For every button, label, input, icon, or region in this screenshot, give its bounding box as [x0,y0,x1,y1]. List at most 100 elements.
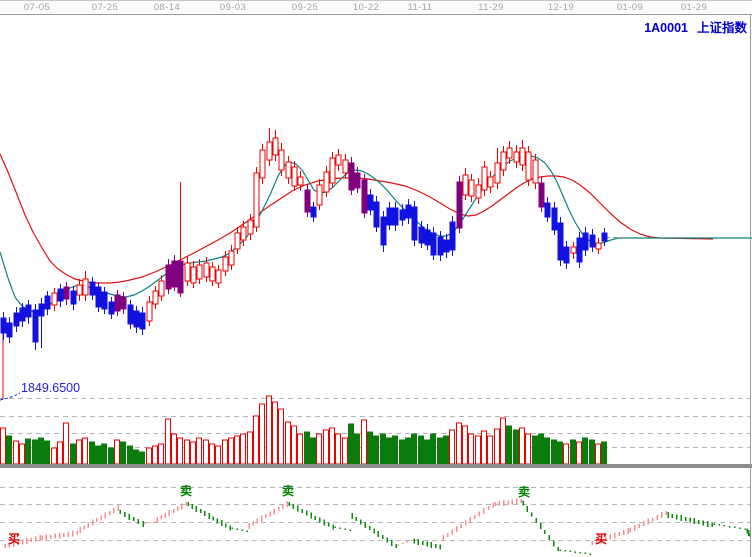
indicator-tick [656,514,658,520]
volume-bar [532,435,538,465]
volume-bar [297,433,303,465]
volume-bar [595,443,601,465]
indicator-tick [50,534,52,539]
candle [582,232,589,251]
indicator-tick [113,507,115,513]
indicator-tick [638,523,640,528]
indicator-tick [439,544,441,550]
volume-bar [449,429,455,465]
indicator-tick [465,520,467,526]
indicator-tick [364,522,366,528]
candle [38,303,45,317]
candle [272,137,279,156]
indicator-tick [671,514,674,518]
volume-bar [348,423,354,465]
candle [576,237,583,263]
indicator-tick [195,505,198,512]
axis-date-label: 11-29 [478,2,504,13]
candle [316,184,323,206]
axis-date-label: 09-03 [219,2,247,13]
indicator-tick [613,532,616,539]
indicator-tick [34,536,37,542]
volume-bar [253,415,259,465]
indicator-tick [702,520,704,526]
volume-bar [354,433,360,465]
candle [430,232,437,256]
candle [494,162,501,184]
volume-bar [386,437,392,465]
indicator-dot [718,524,720,526]
volume-divider [0,464,752,468]
candle [354,172,361,189]
indicator-tick [511,499,514,505]
indicator-tick [191,503,193,509]
indicator-tick [76,531,78,535]
candle [411,206,418,241]
indicator-tick [301,508,303,513]
indicator-tick [474,515,476,519]
volume-bar [456,422,462,465]
volume-bar [203,439,209,465]
candle [247,219,254,235]
candle [95,286,102,308]
indicator-tick [455,526,458,532]
indicator-tick [395,544,397,548]
indicator-tick [520,499,522,503]
volume-bar [494,428,500,465]
indicator-dot [339,527,341,529]
candle [108,301,115,315]
volume-bar [190,441,196,465]
indicator-tick [706,521,709,527]
indicator-dot [559,549,561,551]
indicator-tick [26,538,28,544]
volume-bar [487,435,493,465]
indicator-tick [212,516,214,521]
indicator-tick [746,528,748,534]
indicator-line-tail [0,392,21,401]
volume-bar [589,439,595,465]
indicator-dot [401,542,404,545]
indicator-tick [282,503,284,509]
candle [449,221,456,251]
indicator-tick [286,501,288,507]
volume-bar [247,431,253,465]
volume-bar [538,433,544,465]
candle [557,222,564,261]
axis-date-label: 09-25 [291,2,319,13]
candle [57,288,64,302]
candle [127,304,134,325]
volume-bar [525,433,531,465]
candle [184,262,191,282]
indicator-tick [382,535,384,539]
indicator-tick [711,523,713,527]
indicator-dot [713,523,715,525]
indicator-tick [13,541,15,547]
candle [190,266,197,284]
volume-bar [234,435,240,465]
indicator-tick [220,520,223,527]
volume-bar [114,439,120,465]
indicator-tick [96,518,98,523]
volume-bar [228,437,234,465]
volume-bar [57,441,63,465]
volume-bar [291,425,297,465]
indicator-tick [460,524,462,528]
indicator-tick [629,527,631,533]
candle [418,226,425,244]
indicator-tick [305,510,308,516]
indicator-tick [30,538,33,542]
indicator-tick [526,505,529,512]
symbol-name: 上证指数 [696,21,747,35]
volume-bars [0,395,607,465]
sell-signal-label: 卖 [179,484,193,498]
indicator-tick [604,536,607,541]
volume-bar [475,435,481,465]
indicator-tick [434,544,437,548]
volume-bar [405,437,411,465]
indicator-tick [87,522,90,528]
candle [203,262,210,278]
volume-bar [32,439,38,465]
candle [487,176,494,188]
volume-bar [443,435,449,465]
